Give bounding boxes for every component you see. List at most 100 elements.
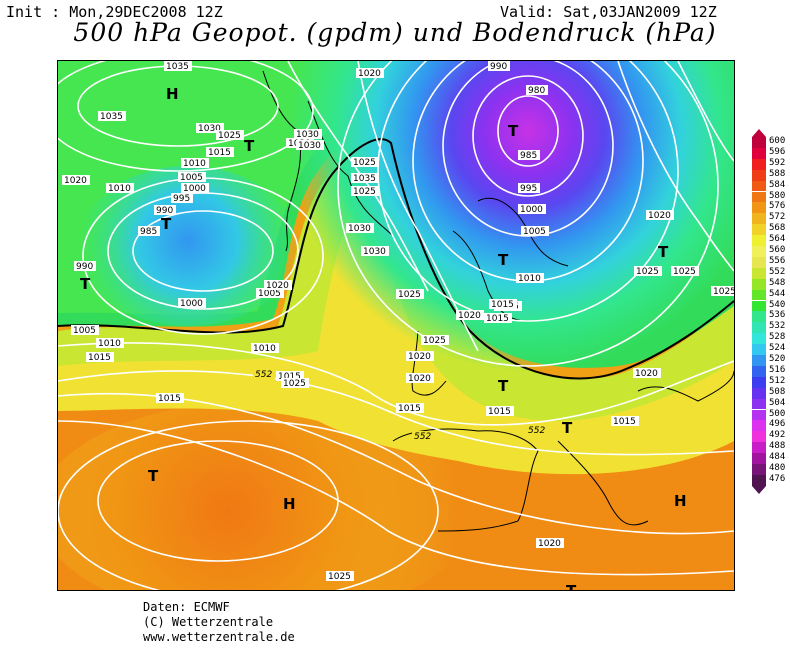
colorbar-level-label: 584: [769, 179, 786, 190]
isobar-label: 1020: [62, 175, 90, 186]
isobar-label: 990: [488, 61, 510, 72]
isobar-value: 985: [520, 151, 537, 161]
isobar-label: 1005: [521, 226, 549, 237]
isobar-value: 1020: [648, 211, 671, 221]
isobar-value: 1025: [353, 158, 376, 168]
labels-layer: 1035103510301025102010151010100510009959…: [62, 61, 734, 590]
isobar-label: 1025: [281, 378, 309, 389]
low-pressure-marker: T: [498, 377, 509, 395]
colorbar-swatch: [752, 387, 766, 399]
colorbar-swatch: [752, 256, 766, 268]
isobar-label: 1035: [164, 61, 192, 72]
isobar-value: 1025: [353, 187, 376, 197]
valid-time-label: Valid: Sat,03JAN2009 12Z: [500, 3, 717, 21]
isobar-label: 990: [74, 261, 96, 272]
colorbar-level-label: 524: [769, 343, 786, 354]
colorbar-swatch: [752, 442, 766, 454]
low-pressure-marker: T: [498, 251, 509, 269]
isobar-label: 1015: [86, 352, 114, 363]
colorbar-swatch: [752, 333, 766, 345]
isobar-label: 1020: [356, 68, 384, 79]
isobar-value: 990: [156, 206, 173, 216]
isobar-label: 1030: [296, 140, 324, 151]
colorbar-level-label: 508: [769, 386, 786, 397]
geopotential-value: 552: [414, 432, 431, 442]
isobar-value: 995: [173, 194, 190, 204]
isobar-value: 1020: [358, 69, 381, 79]
isobar-label: 1000: [181, 183, 209, 194]
colorbar-swatch: [752, 180, 766, 192]
isobar-label: 990: [154, 205, 176, 216]
isobar-value: 1010: [183, 159, 206, 169]
isobar-label: 1015: [206, 147, 234, 158]
isobar-label: 1015: [396, 403, 424, 414]
isobar-label: 1025: [351, 157, 379, 168]
colorbar-level-label: 532: [769, 321, 786, 332]
isobar-value: 1015: [208, 148, 231, 158]
isobar-label: 1020: [646, 210, 674, 221]
geopotential-552-line: [58, 138, 734, 380]
isobar-value: 1020: [64, 176, 87, 186]
isobar-label: 1020: [264, 280, 292, 291]
isobar-value: 1000: [520, 205, 543, 215]
colorbar-swatch: [752, 278, 766, 290]
colorbar-swatch: [752, 322, 766, 334]
isobar-value: 1025: [673, 267, 696, 277]
colorbar-swatch: [752, 158, 766, 170]
isobar-label: 985: [518, 150, 540, 161]
isobar-value: 1015: [486, 314, 509, 324]
isobar-value: 1035: [100, 112, 123, 122]
isobar-label: 1025: [216, 130, 244, 141]
low-pressure-marker: T: [80, 275, 91, 293]
colorbar-level-label: 488: [769, 441, 786, 452]
isobar-value: 1015: [613, 417, 636, 427]
isobar-value: 1005: [180, 173, 203, 183]
isobar-value: 1025: [423, 336, 446, 346]
isobar-value: 1005: [258, 289, 281, 299]
isobar-value: 1000: [180, 299, 203, 309]
isobar-value: 990: [490, 62, 507, 72]
colorbar-level-label: 500: [769, 408, 786, 419]
colorbar-level-label: 572: [769, 212, 786, 223]
high-pressure-marker: H: [283, 495, 296, 513]
chart-title: 500 hPa Geopot. (gpdm) und Bodendruck (h…: [73, 18, 717, 47]
colorbar-swatch: [752, 137, 766, 148]
colorbar-swatch: [752, 202, 766, 214]
colorbar-level-label: 588: [769, 168, 786, 179]
isobar-label: 1020: [406, 351, 434, 362]
isobar-value: 1025: [636, 267, 659, 277]
isobar-value: 1025: [218, 131, 241, 141]
low-pressure-marker: T: [244, 137, 255, 155]
colorbar-level-label: 484: [769, 452, 786, 463]
colorbar-swatch: [752, 235, 766, 246]
colorbar-level-label: 536: [769, 310, 786, 321]
colorbar-level-label: 600: [769, 136, 786, 146]
isobar-value: 1025: [283, 379, 306, 389]
colorbar-level-label: 520: [769, 354, 786, 364]
isobar-label: 1030: [294, 129, 322, 140]
isobar-value: 1010: [108, 184, 131, 194]
colorbar-swatch: [752, 289, 766, 301]
isobar-label: 995: [171, 193, 193, 204]
isobar-value: 1015: [491, 300, 514, 310]
isobar-label: 1025: [396, 289, 424, 300]
isobar-label: 1000: [518, 204, 546, 215]
isobar-label: 985: [138, 226, 160, 237]
isobar-value: 1030: [296, 130, 319, 140]
west-low-shading: [78, 166, 298, 326]
isobar-label: 1020: [633, 368, 661, 379]
colorbar-level-label: 560: [769, 245, 786, 255]
colorbar-swatch: [752, 365, 766, 377]
isobar-label: 1020: [406, 373, 434, 384]
colorbar-swatch: [752, 464, 766, 475]
isobar-value: 1020: [266, 281, 289, 291]
low-pressure-marker: T: [566, 582, 577, 590]
colorbar-level-label: 580: [769, 190, 786, 201]
credit-website: www.wetterzentrale.de: [143, 630, 295, 644]
isobar-value: 1005: [73, 326, 96, 336]
colorbar-level-label: 476: [769, 473, 786, 484]
geopotential-value: 552: [528, 426, 545, 436]
colorbar-bottom-arrow: [752, 485, 766, 494]
isobar-label: 995: [518, 183, 540, 194]
low-pressure-marker: T: [508, 122, 519, 140]
